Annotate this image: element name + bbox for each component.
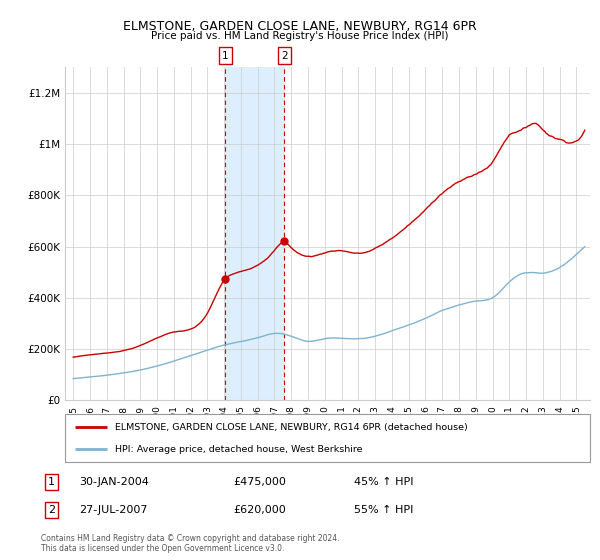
Text: 2: 2 (281, 50, 287, 60)
Text: 45% ↑ HPI: 45% ↑ HPI (354, 477, 413, 487)
Text: £475,000: £475,000 (233, 477, 286, 487)
FancyBboxPatch shape (65, 414, 590, 462)
Text: 55% ↑ HPI: 55% ↑ HPI (354, 505, 413, 515)
Text: Price paid vs. HM Land Registry's House Price Index (HPI): Price paid vs. HM Land Registry's House … (151, 31, 449, 41)
Text: 1: 1 (222, 50, 229, 60)
Text: Contains HM Land Registry data © Crown copyright and database right 2024.
This d: Contains HM Land Registry data © Crown c… (41, 534, 340, 553)
Text: ELMSTONE, GARDEN CLOSE LANE, NEWBURY, RG14 6PR (detached house): ELMSTONE, GARDEN CLOSE LANE, NEWBURY, RG… (115, 423, 467, 432)
Text: HPI: Average price, detached house, West Berkshire: HPI: Average price, detached house, West… (115, 445, 362, 454)
Text: 30-JAN-2004: 30-JAN-2004 (79, 477, 149, 487)
Bar (226, 67, 284, 400)
Text: ELMSTONE, GARDEN CLOSE LANE, NEWBURY, RG14 6PR: ELMSTONE, GARDEN CLOSE LANE, NEWBURY, RG… (123, 20, 477, 32)
Text: £620,000: £620,000 (233, 505, 286, 515)
Text: 1: 1 (48, 477, 55, 487)
Text: 27-JUL-2007: 27-JUL-2007 (79, 505, 148, 515)
Text: 2: 2 (48, 505, 55, 515)
